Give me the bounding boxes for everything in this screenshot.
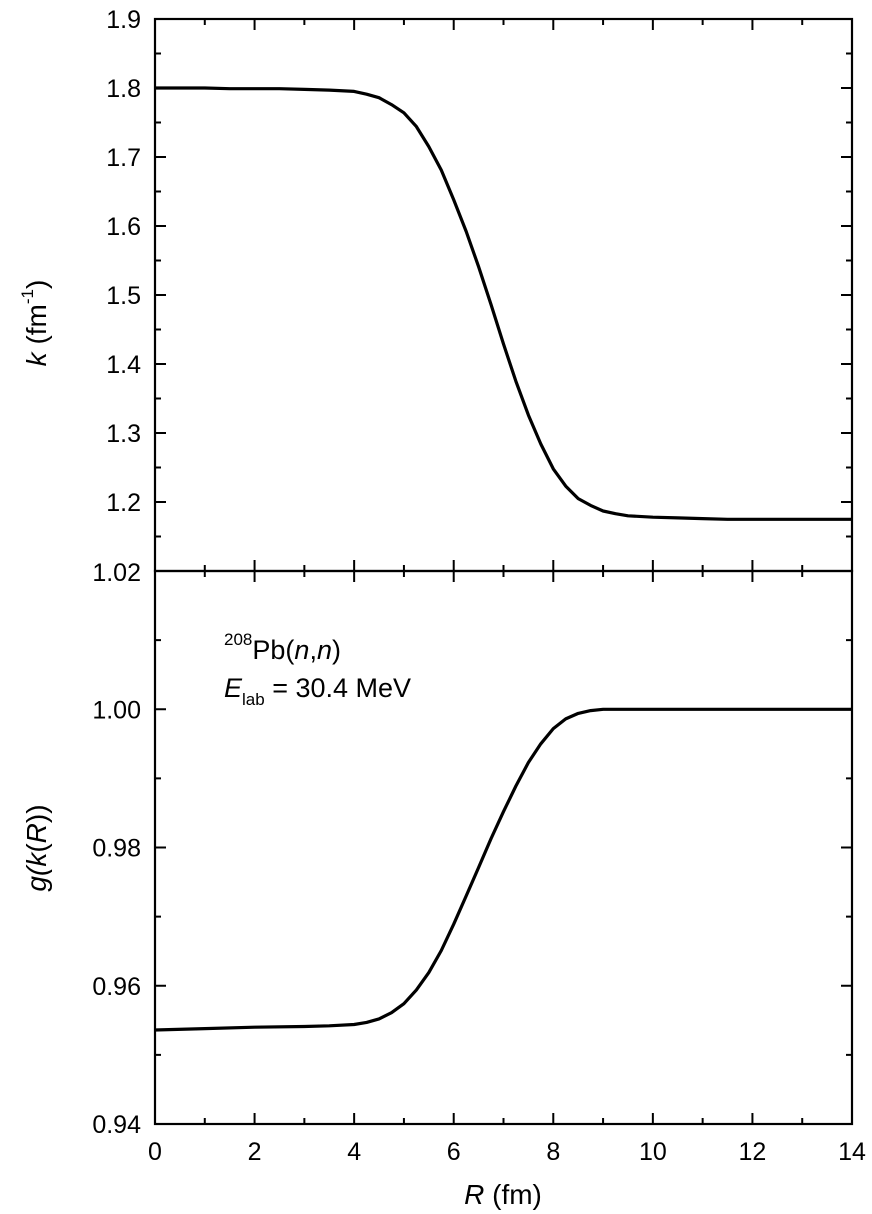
annotation-e-var: E xyxy=(224,673,243,703)
annotation-e-value: = 30.4 MeV xyxy=(265,673,411,703)
top-panel-frame xyxy=(153,17,854,573)
annotation-mass-number: 208 xyxy=(224,630,252,649)
top-ylabel-var: k xyxy=(21,350,52,366)
xtick-label: 14 xyxy=(838,1138,866,1166)
bottom-panel-ytick-labels: 0.94 0.96 0.98 1.00 xyxy=(92,696,141,1139)
bottom-ylabel-b: k xyxy=(21,851,52,867)
xlabel-unit: (fm) xyxy=(484,1179,542,1210)
top-ylabel-unit: (fm xyxy=(21,304,52,352)
xtick-label: 12 xyxy=(739,1138,767,1166)
top-panel-ticks xyxy=(154,18,853,572)
top-ylabel-exp: -1 xyxy=(18,289,37,304)
bottom-panel-ticks xyxy=(154,570,853,1125)
bottom-ylabel-d: R xyxy=(21,823,52,843)
top-y-axis-label: k (fm-1) xyxy=(18,280,52,367)
bottom-series-line-g xyxy=(154,707,852,1032)
xtick-label: 10 xyxy=(639,1138,667,1166)
annotation-close: ) xyxy=(332,635,341,665)
top-panel-ytick-labels: 1.2 1.3 1.4 1.5 1.6 1.7 1.8 1.9 xyxy=(106,6,141,517)
bottom-ytick-label: 1.00 xyxy=(92,696,141,724)
xtick-label: 8 xyxy=(546,1138,560,1166)
top-ytick-label: 1.5 xyxy=(106,282,141,310)
bottom-ytick-label: 0.98 xyxy=(92,835,141,863)
xtick-label: 6 xyxy=(447,1138,461,1166)
annotation-reaction: 208Pb(n,n) xyxy=(224,630,341,665)
bottom-ylabel-e: )) xyxy=(21,804,52,823)
annotation-comma: , xyxy=(309,635,317,665)
top-ytick-label: 1.3 xyxy=(106,420,141,448)
top-ytick-label: 1.2 xyxy=(106,489,141,517)
boundary-tick-label: 1.02 xyxy=(92,559,141,587)
annotation-n1: n xyxy=(294,635,309,665)
xtick-label: 0 xyxy=(148,1138,162,1166)
top-ytick-label: 1.6 xyxy=(106,213,141,241)
x-axis-label: R (fm) xyxy=(464,1179,542,1210)
top-ytick-label: 1.9 xyxy=(106,6,141,34)
bottom-ytick-label: 0.96 xyxy=(92,973,141,1001)
x-tick-labels: 0 2 4 6 8 10 12 14 xyxy=(148,1138,866,1166)
top-series-line-k xyxy=(155,86,852,521)
xtick-label: 4 xyxy=(347,1138,361,1166)
bottom-ytick-label: 0.94 xyxy=(92,1111,141,1139)
top-ytick-label: 1.7 xyxy=(106,144,141,172)
annotation-pb: Pb( xyxy=(252,635,294,665)
xlabel-var: R xyxy=(464,1179,484,1210)
bottom-ylabel-c: ( xyxy=(21,843,52,853)
annotation-n2: n xyxy=(317,635,332,665)
top-ytick-label: 1.4 xyxy=(106,351,141,379)
xtick-label: 2 xyxy=(248,1138,262,1166)
annotation-energy: Elab = 30.4 MeV xyxy=(224,673,411,709)
top-ytick-label: 1.8 xyxy=(106,75,141,103)
bottom-y-axis-label: g(k(R)) xyxy=(21,804,52,891)
annotation-e-sub: lab xyxy=(242,690,265,709)
top-ylabel-close: ) xyxy=(21,280,52,289)
bottom-ylabel-a: g( xyxy=(21,864,52,892)
